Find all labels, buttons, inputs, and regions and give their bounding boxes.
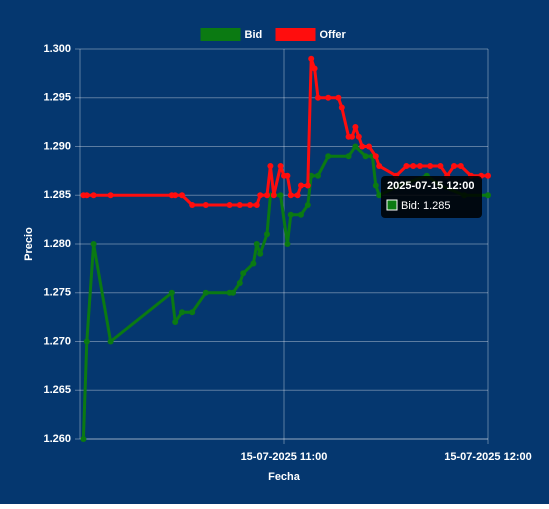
data-point[interactable] <box>172 192 179 199</box>
data-point[interactable] <box>325 94 332 101</box>
data-point[interactable] <box>304 182 311 189</box>
data-point[interactable] <box>349 133 355 140</box>
y-tick-label: 1.300 <box>43 43 71 55</box>
data-point[interactable] <box>308 172 315 179</box>
y-tick-label: 1.265 <box>43 384 71 396</box>
data-point[interactable] <box>485 192 491 199</box>
x-tick-label: 15-07-2025 11:00 <box>241 451 328 463</box>
data-point[interactable] <box>287 211 294 218</box>
data-point[interactable] <box>298 211 304 218</box>
data-point[interactable] <box>335 94 342 101</box>
grid <box>75 48 489 444</box>
data-point[interactable] <box>294 192 301 199</box>
data-point[interactable] <box>403 163 410 169</box>
data-point[interactable] <box>202 289 209 296</box>
data-point[interactable] <box>277 192 284 199</box>
data-point[interactable] <box>362 153 369 160</box>
data-point[interactable] <box>168 289 175 296</box>
data-point[interactable] <box>345 153 352 160</box>
data-point[interactable] <box>308 55 315 62</box>
x-axis-title: Fecha <box>268 471 301 483</box>
data-point[interactable] <box>189 309 196 316</box>
data-point[interactable] <box>267 163 274 169</box>
legend-label: Bid <box>245 29 263 41</box>
data-point[interactable] <box>355 133 362 140</box>
tooltip-title: 2025-07-15 12:00 <box>387 180 474 192</box>
data-point[interactable] <box>366 143 372 150</box>
y-tick-label: 1.280 <box>43 238 71 250</box>
data-point[interactable] <box>338 104 345 111</box>
data-point[interactable] <box>257 192 264 199</box>
data-point[interactable] <box>315 172 321 179</box>
data-point[interactable] <box>372 153 379 160</box>
data-point[interactable] <box>270 192 277 199</box>
data-point[interactable] <box>264 192 270 199</box>
data-point[interactable] <box>372 182 379 189</box>
legend-swatch <box>275 28 316 41</box>
data-point[interactable] <box>172 319 179 325</box>
data-point[interactable] <box>325 153 332 160</box>
data-point[interactable] <box>179 192 185 199</box>
x-tick-label: 15-07-2025 12:00 <box>444 451 531 463</box>
data-point[interactable] <box>485 172 491 179</box>
data-point[interactable] <box>298 182 304 189</box>
data-point[interactable] <box>90 241 97 247</box>
tooltip-box <box>381 176 482 218</box>
data-point[interactable] <box>264 231 270 238</box>
tooltip-label: Bid: 1.285 <box>401 200 451 212</box>
y-axis-title: Precio <box>23 227 35 261</box>
data-point[interactable] <box>311 65 318 72</box>
data-point[interactable] <box>457 163 464 169</box>
data-point[interactable] <box>376 192 383 199</box>
data-point[interactable] <box>315 94 321 101</box>
data-point[interactable] <box>257 250 264 257</box>
data-point[interactable] <box>417 163 423 169</box>
y-tick-label: 1.290 <box>43 140 71 152</box>
data-point[interactable] <box>107 192 114 199</box>
data-point[interactable] <box>352 124 359 130</box>
data-point[interactable] <box>247 202 253 208</box>
data-point[interactable] <box>287 192 294 199</box>
data-point[interactable] <box>107 338 114 345</box>
legend-swatch <box>200 28 241 41</box>
data-point[interactable] <box>284 241 291 247</box>
tooltip-swatch <box>386 199 398 211</box>
data-point[interactable] <box>83 192 90 199</box>
data-point[interactable] <box>437 163 444 169</box>
data-point[interactable] <box>179 309 185 316</box>
data-point[interactable] <box>83 338 90 345</box>
data-point[interactable] <box>253 241 260 247</box>
y-tick-label: 1.270 <box>43 335 71 347</box>
data-point[interactable] <box>410 163 417 169</box>
y-tick-label: 1.295 <box>43 92 71 104</box>
data-point[interactable] <box>304 202 311 208</box>
data-point[interactable] <box>451 163 457 169</box>
data-point[interactable] <box>236 202 243 208</box>
data-point[interactable] <box>277 163 284 169</box>
data-point[interactable] <box>90 192 97 199</box>
data-point[interactable] <box>253 202 260 208</box>
data-point[interactable] <box>250 260 257 267</box>
data-point[interactable] <box>236 280 243 286</box>
data-point[interactable] <box>376 163 383 169</box>
data-point[interactable] <box>80 436 87 442</box>
data-point[interactable] <box>230 289 236 296</box>
data-point[interactable] <box>240 270 247 277</box>
legend-label: Offer <box>320 29 347 41</box>
series <box>80 55 491 442</box>
y-tick-label: 1.285 <box>43 189 71 201</box>
y-tick-label: 1.260 <box>43 433 71 445</box>
labels: 1.260 1.265 1.270 1.275 1.280 1.285 1.290 1.295… <box>23 28 532 483</box>
data-point[interactable] <box>427 163 434 169</box>
data-point[interactable] <box>202 202 209 208</box>
y-tick-label: 1.275 <box>43 287 71 299</box>
data-point[interactable] <box>352 143 359 150</box>
data-point[interactable] <box>189 202 196 208</box>
data-point[interactable] <box>359 143 366 150</box>
data-point[interactable] <box>284 172 291 179</box>
data-point[interactable] <box>226 202 233 208</box>
